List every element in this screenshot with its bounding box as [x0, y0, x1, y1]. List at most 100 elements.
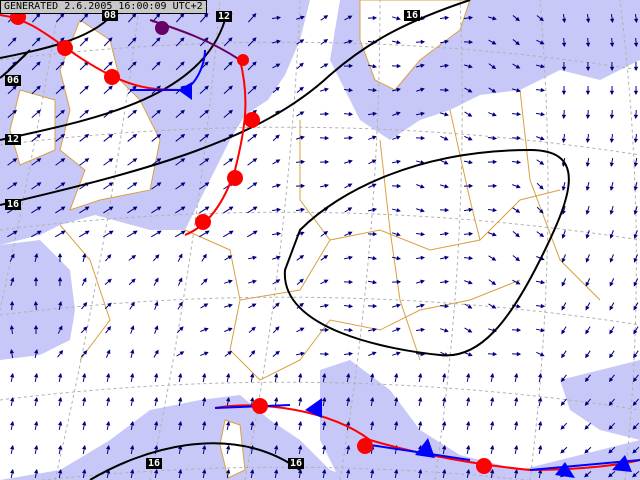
wind-arrow-head [299, 327, 305, 332]
wind-arrow-head [108, 85, 113, 91]
wind-arrow-head [515, 232, 520, 238]
wind-arrow-head [420, 327, 426, 333]
wind-arrow-head [129, 420, 135, 426]
wind-arrow-head [465, 396, 471, 402]
wind-arrow-head [180, 158, 186, 163]
wind-arrow-head [275, 159, 281, 164]
wind-arrow-head [276, 15, 282, 21]
wind-arrow-head [204, 182, 210, 187]
wind-arrow-head [324, 351, 330, 357]
wind-arrow-head [275, 350, 280, 356]
wind-arrow-head [585, 162, 590, 168]
wind-arrow-head [129, 396, 135, 402]
wind-arrow-head [297, 396, 303, 402]
wind-arrow-head [441, 468, 447, 474]
wind-arrow-head [420, 87, 425, 92]
wind-arrow-head [561, 138, 567, 144]
wind-arrow-head [419, 184, 425, 189]
wind-arrow-head [225, 468, 231, 474]
wind-arrow-head [36, 230, 42, 235]
wind-arrow-head [468, 207, 474, 213]
wind-arrow-head [540, 303, 546, 309]
wind-arrow-head [297, 444, 303, 450]
wind-arrow-head [347, 15, 353, 20]
wind-arrow-head [156, 37, 161, 42]
wind-arrow-head [156, 61, 161, 66]
wind-arrow-head [609, 257, 614, 263]
wind-arrow-head [345, 396, 351, 402]
wind-arrow-head [396, 159, 401, 164]
wind-arrow-head [393, 372, 399, 378]
wind-arrow-head [180, 37, 185, 42]
wind-arrow-head [60, 37, 65, 42]
wind-arrow-head [273, 468, 279, 474]
wind-arrow-head [132, 182, 138, 187]
wind-arrow-head [57, 276, 63, 282]
wind-arrow-head [371, 183, 377, 188]
wind-arrow-head [9, 324, 15, 330]
wind-arrow-head [276, 255, 281, 260]
wind-arrow-head [12, 85, 17, 91]
wind-arrow-head [396, 351, 401, 356]
wind-arrow-head [513, 468, 519, 474]
wind-arrow-head [540, 64, 545, 69]
wind-arrow-head [345, 468, 351, 474]
wind-arrow-head [58, 325, 63, 331]
wind-arrow-head [60, 206, 66, 211]
wind-arrow-head [84, 158, 90, 163]
wind-arrow-head [348, 327, 354, 333]
wind-arrow-head [513, 372, 519, 378]
wind-arrow-head [585, 210, 590, 215]
wind-arrow-head [105, 444, 111, 450]
wind-arrow-head [584, 401, 590, 406]
wind-arrow-head [417, 420, 423, 426]
wind-arrow-head [491, 88, 497, 93]
wind-arrow-head [371, 135, 377, 140]
wind-arrow-head [201, 444, 207, 450]
wind-arrow-head [347, 231, 353, 236]
wind-arrow-head [444, 207, 450, 213]
wind-arrow-head [82, 302, 88, 307]
wind-arrow-head [539, 352, 545, 357]
wind-arrow-head [492, 135, 498, 141]
wind-arrow-head [632, 377, 638, 383]
wind-arrow-head [9, 420, 15, 426]
wind-arrow-head [560, 425, 566, 430]
wind-arrow-head [106, 325, 112, 331]
wind-arrow-head [539, 160, 545, 165]
wind-arrow-head [372, 231, 378, 237]
isobar-label: 06 [5, 75, 22, 86]
wind-arrow-head [443, 160, 449, 165]
wind-arrow-head [132, 85, 137, 91]
wind-arrow-head [251, 303, 257, 308]
wind-arrow-head [179, 13, 185, 18]
wind-arrow-head [491, 304, 497, 309]
wind-arrow-head [180, 61, 185, 66]
wind-arrow-head [348, 303, 354, 309]
wind-arrow-head [561, 257, 566, 263]
wind-arrow-head [299, 111, 305, 116]
wind-arrow-head [537, 420, 543, 426]
wind-arrow-head [585, 114, 591, 120]
wind-arrow-head [609, 114, 615, 120]
wind-arrow-head [585, 305, 590, 311]
wind-arrow-head [441, 420, 447, 426]
wind-arrow-head [299, 39, 305, 44]
wind-arrow-head [633, 138, 639, 144]
wind-arrow-head [228, 158, 234, 163]
wind-arrow-head [489, 468, 495, 474]
wind-arrow-head [105, 396, 111, 402]
wind-arrow-head [396, 87, 401, 92]
wind-arrow-head [539, 40, 545, 45]
wind-arrow-head [155, 13, 161, 18]
wind-arrow-head [156, 133, 162, 139]
wind-arrow-head [516, 159, 522, 165]
isobar-16-north [0, 0, 471, 206]
wind-arrow-head [84, 206, 90, 211]
wind-arrow-head [489, 372, 495, 378]
wind-arrow-head [276, 183, 281, 188]
wind-arrow-head [10, 253, 15, 259]
wind-arrow-head [465, 372, 471, 378]
